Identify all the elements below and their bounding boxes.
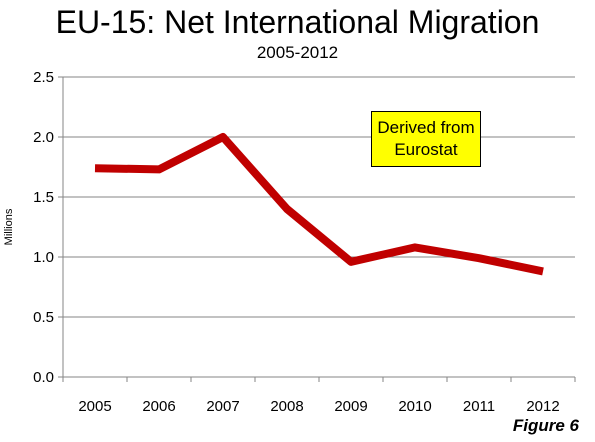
chart-title: EU-15: Net International Migration [55, 4, 540, 40]
chart-subtitle: 2005-2012 [256, 43, 339, 62]
y-tick-label: 1.5 [33, 189, 54, 206]
annotation-box: Derived from Eurostat [371, 111, 481, 167]
x-tick-label: 2005 [78, 398, 111, 415]
y-axis-title: Millions [3, 208, 15, 245]
y-tick-label: 2.5 [33, 69, 54, 86]
x-tick-label: 2012 [526, 398, 559, 415]
x-tick-label: 2006 [142, 398, 175, 415]
x-tick-label: 2007 [206, 398, 239, 415]
x-tick-label: 2008 [270, 398, 303, 415]
series-line [94, 133, 544, 276]
x-tick-label: 2011 [463, 398, 495, 415]
annotation-line-2: Eurostat [394, 140, 458, 159]
annotation-line-1: Derived from [377, 118, 475, 137]
x-tick-label: 2010 [398, 398, 431, 415]
y-tick-label: 0.5 [33, 309, 54, 326]
y-tick-label: 2.0 [33, 129, 54, 146]
y-tick-label: 0.0 [33, 369, 54, 386]
figure-label: Figure 6 [512, 416, 579, 435]
y-tick-label: 1.0 [33, 249, 54, 266]
x-tick-label: 2009 [334, 398, 367, 415]
